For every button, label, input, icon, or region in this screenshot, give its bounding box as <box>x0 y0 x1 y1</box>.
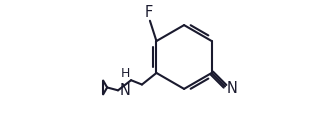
Text: F: F <box>144 4 153 19</box>
Text: N: N <box>227 80 238 95</box>
Text: N: N <box>119 82 130 97</box>
Text: H: H <box>121 67 130 80</box>
